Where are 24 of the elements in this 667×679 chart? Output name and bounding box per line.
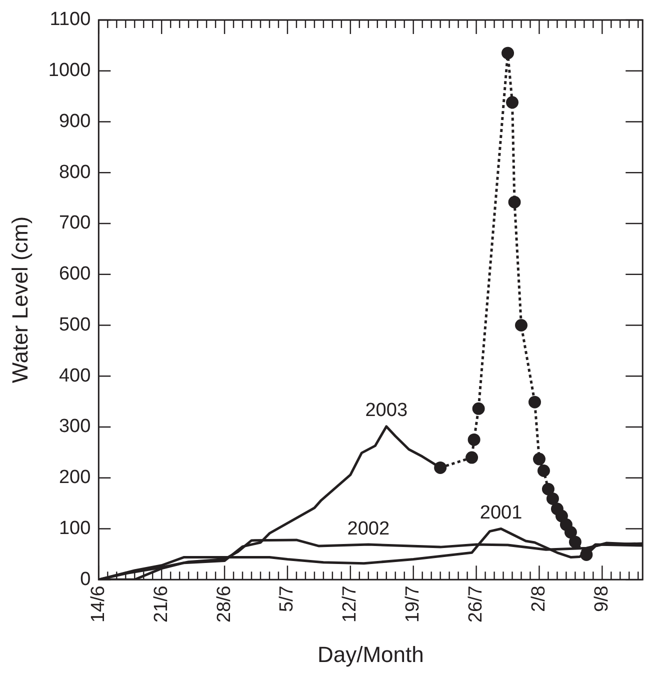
x-tick-label: 21/6 (150, 586, 172, 623)
y-axis-title: Water Level (cm) (7, 216, 32, 384)
x-tick-label: 9/8 (591, 586, 612, 612)
y-tick-label: 1100 (50, 9, 91, 30)
y-tick-label: 800 (58, 162, 91, 183)
y-tick-label: 200 (58, 467, 91, 488)
x-tick-label: 26/7 (466, 586, 487, 623)
series-label: 2003 (365, 400, 408, 422)
x-tick-label: 12/7 (340, 586, 361, 623)
y-tick-label: 700 (58, 212, 91, 234)
y-tick-label: 300 (58, 416, 91, 438)
series-label: 2002 (347, 518, 390, 540)
y-tick-label: 900 (58, 110, 91, 132)
y-tick-label: 600 (58, 264, 91, 285)
x-tick-label: 2/8 (528, 586, 550, 612)
series-label: 2001 (480, 502, 522, 524)
y-tick-label: 100 (58, 518, 91, 539)
y-tick-label: 400 (58, 365, 91, 386)
x-axis-title: Day/Month (317, 642, 424, 667)
y-tick-label: 1000 (48, 60, 91, 82)
x-tick-label: 28/6 (214, 586, 235, 623)
x-tick-label: 5/7 (276, 586, 298, 612)
x-tick-label: 19/7 (402, 586, 424, 623)
y-tick-label: 500 (58, 314, 91, 336)
